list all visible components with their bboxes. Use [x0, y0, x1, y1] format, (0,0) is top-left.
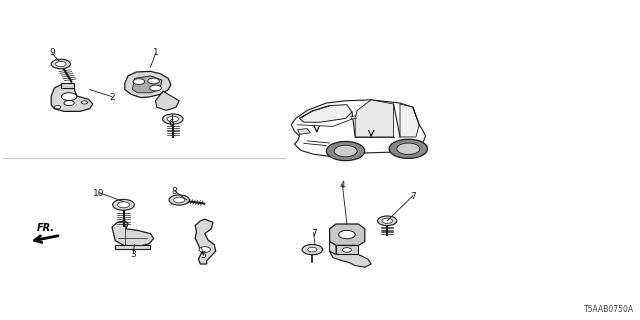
Polygon shape	[51, 85, 93, 111]
Circle shape	[81, 101, 88, 104]
Text: 3: 3	[131, 250, 136, 259]
Circle shape	[382, 218, 392, 223]
Circle shape	[342, 248, 351, 252]
Circle shape	[163, 114, 183, 124]
Circle shape	[64, 100, 74, 106]
Circle shape	[397, 143, 420, 155]
Circle shape	[326, 141, 365, 161]
Text: 9: 9	[50, 48, 55, 57]
Polygon shape	[330, 224, 365, 245]
Text: 5: 5	[201, 252, 206, 260]
Text: FR.: FR.	[37, 223, 55, 233]
Text: 8: 8	[172, 188, 177, 196]
Polygon shape	[132, 76, 162, 93]
Polygon shape	[156, 91, 179, 110]
Circle shape	[199, 247, 211, 252]
Circle shape	[113, 199, 134, 210]
Circle shape	[118, 202, 129, 208]
Circle shape	[169, 195, 189, 205]
Text: 7: 7	[311, 229, 316, 238]
Circle shape	[302, 244, 323, 255]
Polygon shape	[115, 245, 150, 249]
Polygon shape	[112, 221, 154, 246]
Polygon shape	[336, 245, 358, 254]
Circle shape	[148, 78, 159, 84]
Circle shape	[308, 247, 317, 252]
Polygon shape	[330, 242, 336, 254]
Text: T5AAB0750A: T5AAB0750A	[584, 305, 634, 314]
Circle shape	[334, 145, 357, 157]
Circle shape	[150, 85, 161, 91]
Polygon shape	[125, 71, 171, 98]
Circle shape	[339, 230, 355, 239]
Text: 7: 7	[410, 192, 415, 201]
Circle shape	[54, 106, 61, 109]
Polygon shape	[300, 105, 352, 122]
Polygon shape	[61, 83, 74, 88]
Polygon shape	[330, 251, 371, 267]
Circle shape	[51, 59, 70, 69]
Text: 10: 10	[93, 189, 105, 198]
Text: 2: 2	[109, 93, 115, 102]
Polygon shape	[355, 100, 394, 137]
Circle shape	[61, 93, 77, 100]
Circle shape	[173, 197, 185, 203]
Circle shape	[133, 79, 145, 84]
Polygon shape	[400, 104, 419, 137]
Polygon shape	[291, 100, 426, 157]
Circle shape	[56, 61, 66, 67]
Circle shape	[378, 216, 397, 226]
Circle shape	[167, 116, 179, 122]
Circle shape	[389, 139, 428, 158]
Text: 1: 1	[153, 48, 158, 57]
Polygon shape	[351, 116, 356, 119]
Text: 4: 4	[340, 181, 345, 190]
Polygon shape	[298, 129, 310, 134]
Text: 6: 6	[169, 119, 174, 128]
Polygon shape	[195, 219, 216, 264]
